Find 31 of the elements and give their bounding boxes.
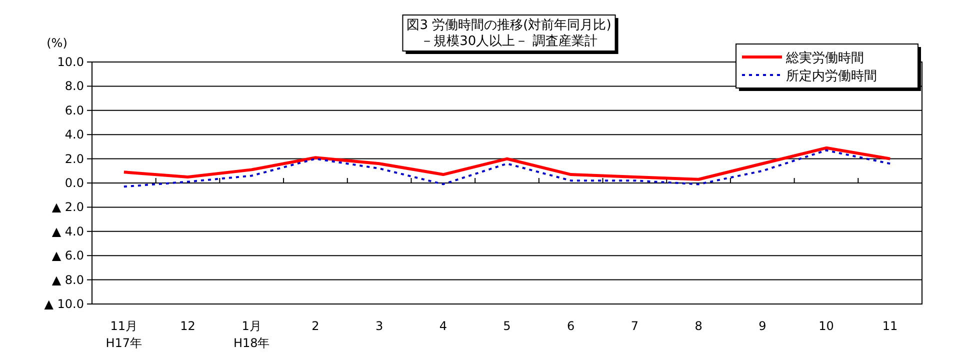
legend-label: 総実労働時間 xyxy=(785,50,864,66)
x-tick-label: 5 xyxy=(503,319,511,333)
y-tick-label: ▲ 4.0 xyxy=(52,224,84,238)
x-tick-label: 3 xyxy=(375,319,384,333)
x-tick-label: 6 xyxy=(567,319,575,333)
x-tick-label: 11月 H17年 xyxy=(106,319,142,350)
x-tick-label: 11 xyxy=(882,319,898,333)
line-series xyxy=(122,146,892,181)
y-axis-title: (%) xyxy=(46,36,68,50)
y-tick-label: 6.0 xyxy=(64,103,84,118)
x-tick-label: 7 xyxy=(630,319,639,333)
chart-subtitle: －規模30人以上－ 調査産業計 xyxy=(420,33,598,49)
legend-label: 所定内労働時間 xyxy=(786,69,877,84)
x-tick-label: 1月 H18年 xyxy=(233,319,270,350)
y-tick-label: 0.0 xyxy=(64,176,84,190)
x-tick-label: 2 xyxy=(312,319,320,333)
y-tick-label: ▲ 2.0 xyxy=(52,200,84,214)
x-tick-label: 12 xyxy=(180,319,196,333)
x-tick-label: 8 xyxy=(694,319,702,333)
y-tick-label: 4.0 xyxy=(64,128,84,142)
y-tick-label: 2.0 xyxy=(64,152,84,166)
line-series xyxy=(122,149,892,188)
y-tick-label: ▲ 6.0 xyxy=(52,248,84,263)
y-tick-label: 10.0 xyxy=(57,55,84,69)
x-tick-label: 4 xyxy=(439,319,447,333)
x-tick-label: 9 xyxy=(758,319,766,333)
y-tick-label: 8.0 xyxy=(64,79,84,94)
x-tick-label: 10 xyxy=(818,319,834,333)
y-tick-label: ▲ 8.0 xyxy=(52,272,84,287)
chart-title: 図3 労働時間の推移(対前年同月比) xyxy=(406,17,612,33)
y-tick-label: ▲ 10.0 xyxy=(44,297,84,311)
